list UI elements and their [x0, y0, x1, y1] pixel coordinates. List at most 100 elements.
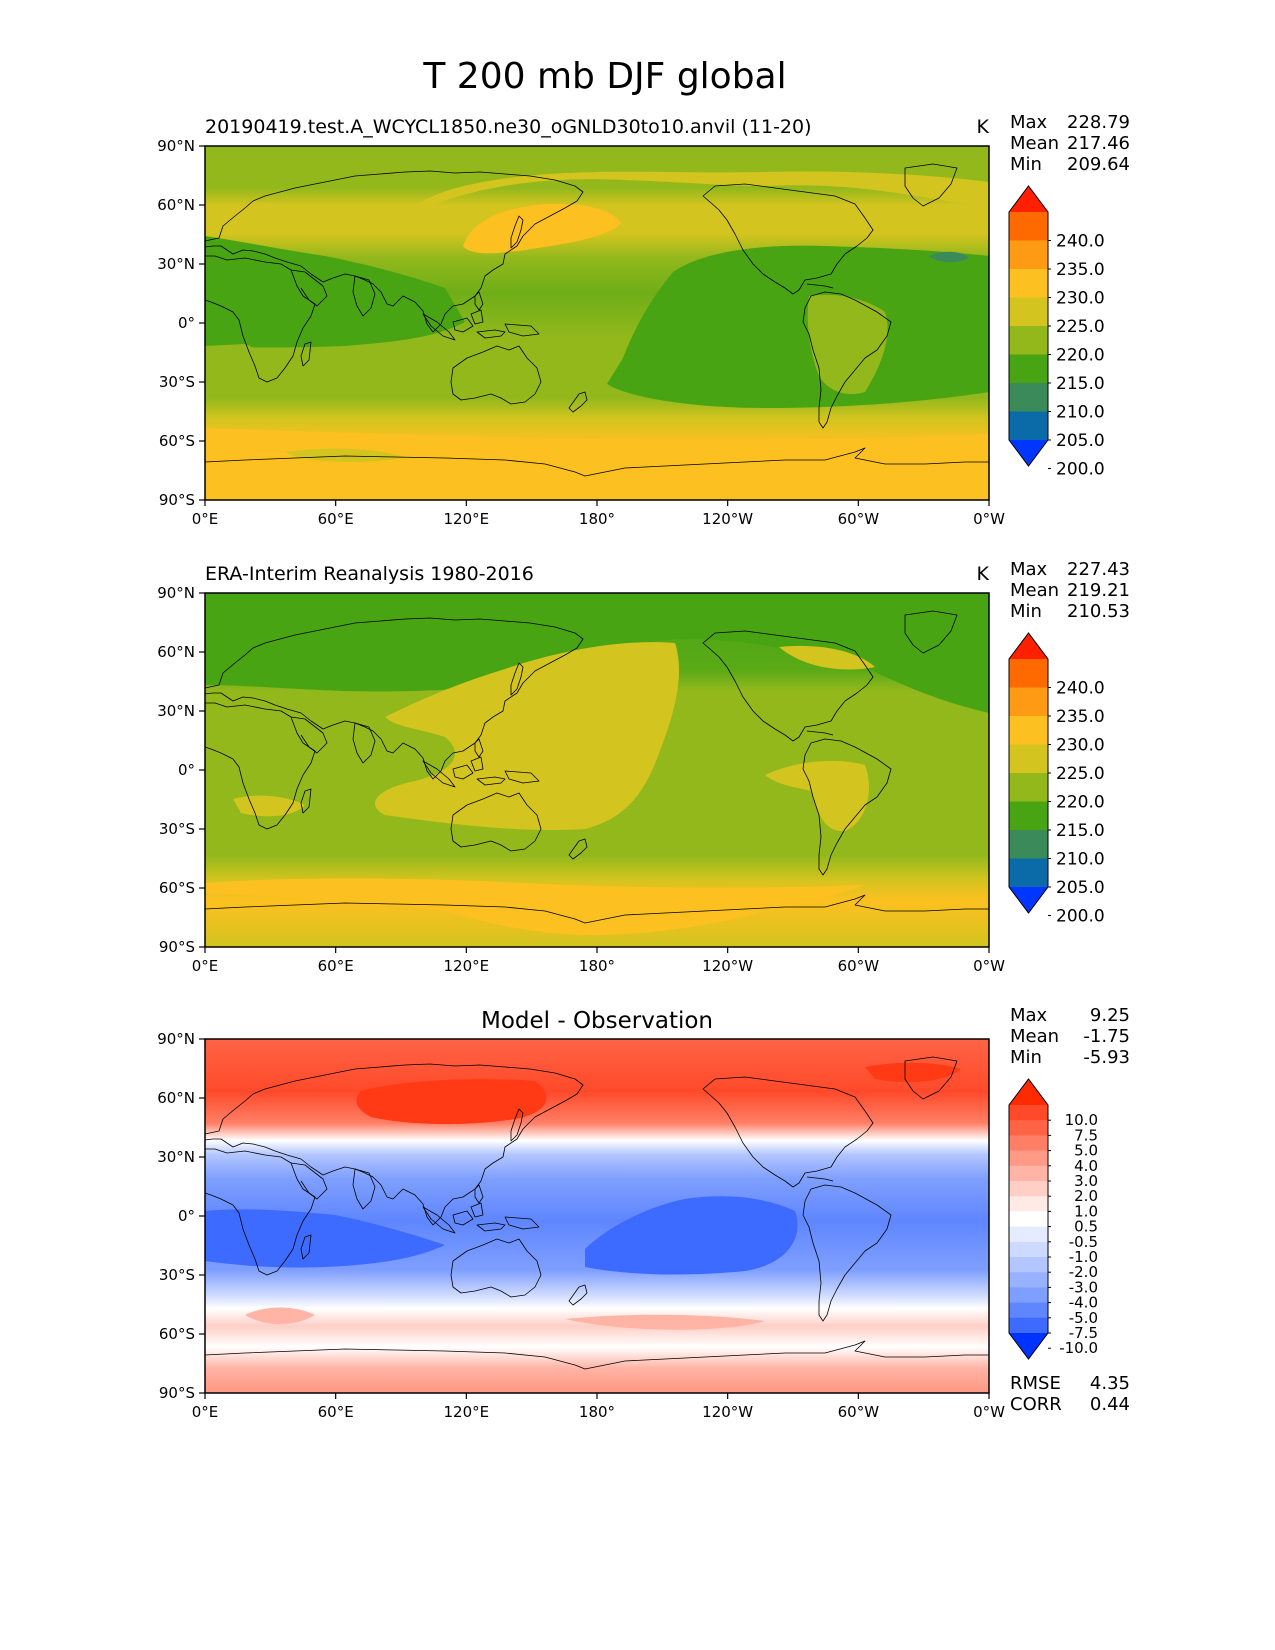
colorbar-label: 205.0 — [1056, 878, 1105, 898]
panel-model-stat-min-label: Min — [1010, 154, 1042, 175]
colorbar-segment — [1009, 830, 1048, 860]
colorbar-segment — [1009, 1196, 1048, 1212]
colorbar-label: 240.0 — [1056, 232, 1105, 252]
colorbar-label: 235.0 — [1056, 260, 1105, 280]
colorbar-label: -5.0 — [1069, 1309, 1098, 1327]
metric-corr-value: 0.44 — [1090, 1394, 1130, 1415]
colorbar-segment — [1009, 1150, 1048, 1167]
colorbar-segment — [1009, 1135, 1048, 1152]
colorbar-label: -0.5 — [1069, 1233, 1098, 1251]
colorbar-label: 10.0 — [1065, 1111, 1098, 1129]
diff-region-trop-cool-west — [205, 1209, 445, 1268]
colorbar-label: 0.5 — [1074, 1218, 1098, 1236]
y-tick-label: 60°N — [157, 1089, 195, 1107]
colorbar-label: 200.0 — [1056, 907, 1105, 927]
colorbar-label: 205.0 — [1056, 431, 1105, 451]
panel-model-units: K — [977, 116, 990, 138]
x-tick-label: 0°W — [973, 1403, 1005, 1421]
y-tick-label: 90°S — [159, 491, 195, 509]
x-tick-label: 0°E — [192, 510, 219, 528]
panel-diff-stat-min-label: Min — [1010, 1047, 1042, 1068]
panel-obs-units: K — [977, 563, 990, 585]
colorbar-label: -3.0 — [1069, 1278, 1098, 1296]
panel-diff-stat-max-label: Max — [1010, 1005, 1048, 1026]
panel-diff-metrics: RMSE 4.35 CORR 0.44 — [1010, 1373, 1130, 1415]
panel-diff-title: Model - Observation — [481, 1008, 713, 1034]
colorbar-extend-max — [1009, 186, 1048, 212]
model-region-southern-yellow — [205, 428, 989, 500]
y-tick-label: 60°S — [159, 432, 195, 450]
colorbar-label: 230.0 — [1056, 736, 1105, 756]
colorbar-segment — [1009, 269, 1048, 299]
obs-region-west-pacific-warm — [375, 642, 680, 831]
colorbar-label: -1.0 — [1069, 1248, 1098, 1266]
panel-diff-y-axis: 90°N 60°N 30°N 0° 30°S 60°S 90°S — [157, 1030, 205, 1402]
colorbar-segment — [1009, 383, 1048, 413]
y-tick-label: 90°N — [157, 584, 195, 602]
panel-obs-map — [204, 592, 990, 948]
x-tick-label: 120°W — [702, 510, 753, 528]
colorbar-segment — [1009, 297, 1048, 327]
panel-obs-stat-max-value: 227.43 — [1067, 559, 1130, 580]
panel-diff-stat-mean-label: Mean — [1010, 1026, 1059, 1047]
model-region-atlantic-cool-spot — [929, 251, 969, 263]
diff-region-canada-max — [865, 1062, 961, 1083]
x-tick-label: 180° — [579, 957, 615, 975]
x-tick-label: 60°E — [318, 1403, 354, 1421]
x-tick-label: 120°E — [444, 1403, 490, 1421]
panel-obs-stat-max-label: Max — [1010, 559, 1048, 580]
diff-region-trop-cool-pacific — [585, 1196, 798, 1275]
panel-model-x-axis: 0°E 60°E 120°E 180° 120°W 60°W 0°W — [192, 500, 1005, 528]
x-tick-label: 120°W — [702, 1403, 753, 1421]
colorbar-label: 225.0 — [1056, 764, 1105, 784]
model-region-europe-warm — [239, 202, 288, 228]
x-tick-label: 60°E — [318, 510, 354, 528]
x-tick-label: 120°E — [444, 957, 490, 975]
y-tick-label: 90°N — [157, 1030, 195, 1048]
panel-diff-colorbar: 10.07.55.04.03.02.01.00.5-0.5-1.0-2.0-3.… — [1008, 1078, 1098, 1360]
colorbar-extend-min — [1009, 1333, 1048, 1359]
panel-obs-title: ERA-Interim Reanalysis 1980-2016 — [205, 563, 534, 585]
x-tick-label: 120°W — [702, 957, 753, 975]
panel-diff-stat-max-value: 9.25 — [1090, 1005, 1130, 1026]
diff-region-siberia-max — [356, 1079, 547, 1125]
panel-model: 20190419.test.A_WCYCL1850.ne30_oGNLD30to… — [157, 116, 1005, 528]
figure-title: T 200 mb DJF global — [422, 56, 786, 97]
panel-obs-x-axis: 0°E 60°E 120°E 180° 120°W 60°W 0°W — [192, 947, 1005, 975]
panel-diff-stat-min-value: -5.93 — [1083, 1047, 1130, 1068]
diff-region-sh-warm-band — [245, 1307, 315, 1324]
y-tick-label: 90°S — [159, 1384, 195, 1402]
colorbar-label: 220.0 — [1056, 793, 1105, 813]
panel-diff-x-axis: 0°E 60°E 120°E 180° 120°W 60°W 0°W — [192, 1393, 1005, 1421]
panel-obs-stat-min-label: Min — [1010, 601, 1042, 622]
model-region-siberia-warm — [463, 203, 621, 254]
model-region-tropical-indian-cool — [205, 236, 465, 348]
y-tick-label: 30°S — [159, 373, 195, 391]
panel-obs-stat-min-value: 210.53 — [1067, 601, 1130, 622]
colorbar-label: 1.0 — [1074, 1202, 1098, 1220]
y-tick-label: 90°S — [159, 938, 195, 956]
colorbar-segment — [1009, 659, 1048, 689]
obs-region-south-america-warm — [765, 760, 869, 832]
model-region-antarctic-mid — [285, 448, 405, 462]
y-tick-label: 30°S — [159, 1266, 195, 1284]
x-tick-label: 0°E — [192, 1403, 219, 1421]
colorbar-label: 210.0 — [1056, 850, 1105, 870]
colorbar-extend-min — [1009, 440, 1048, 466]
obs-region-southern-yellow — [205, 878, 865, 936]
metric-rmse-value: 4.35 — [1090, 1373, 1130, 1394]
y-tick-label: 0° — [178, 314, 195, 332]
colorbar-label: -2.0 — [1069, 1263, 1098, 1281]
model-region-africa-mid — [205, 344, 291, 398]
colorbar-label: 3.0 — [1074, 1172, 1098, 1190]
y-tick-label: 0° — [178, 761, 195, 779]
colorbar-segment — [1009, 240, 1048, 270]
panel-obs-colorbar: 240.0 235.0 230.0 225.0 220.0 215.0 210.0 205.0… — [1008, 632, 1105, 927]
colorbar-segment — [1009, 1241, 1048, 1258]
x-tick-label: 60°W — [838, 510, 880, 528]
y-tick-label: 60°N — [157, 643, 195, 661]
panel-obs-stats: Max 227.43 Mean 219.21 Min 210.53 — [1010, 559, 1130, 622]
colorbar-segment — [1009, 1181, 1048, 1197]
panel-diff-map — [204, 1038, 990, 1394]
